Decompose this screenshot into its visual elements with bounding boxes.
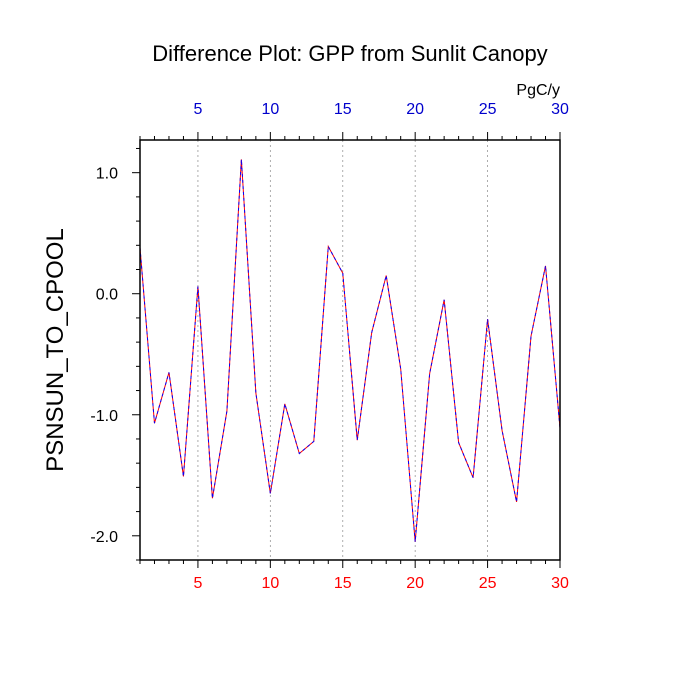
x-tick-label-top: 5 [193,101,202,118]
data-series [140,159,560,542]
x-tick-label-top: 20 [406,101,424,118]
y-tick-label: -2.0 [90,529,118,546]
x-tick-label-top: 10 [261,101,279,118]
x-tick-label-bottom: 5 [193,575,202,592]
series-line-dashed [140,159,560,542]
axis-ticks [132,132,561,568]
y-tick-label: 1.0 [96,166,118,183]
x-tick-label-top: 30 [551,101,569,118]
top-axis-unit-label: PgC/y [516,82,560,99]
x-tick-label-top: 15 [334,101,352,118]
x-tick-label-bottom: 10 [261,575,279,592]
x-tick-label-bottom: 25 [479,575,497,592]
x-tick-label-top: 25 [479,101,497,118]
tick-labels: 5 10 15 20 25 30 5 10 15 20 25 30 1.0 0.0 -1.0 -2.0 [90,101,569,592]
chart-title: Difference Plot: GPP from Sunlit Canopy [152,41,547,66]
x-tick-label-bottom: 30 [551,575,569,592]
series-line [140,159,560,542]
y-tick-label: 0.0 [96,287,118,304]
y-tick-label: -1.0 [90,408,118,425]
grid-lines [197,140,488,560]
x-tick-label-bottom: 20 [406,575,424,592]
y-axis-label: PSNSUN_TO_CPOOL [42,228,69,472]
x-tick-label-bottom: 15 [334,575,352,592]
plot-frame [139,139,561,561]
